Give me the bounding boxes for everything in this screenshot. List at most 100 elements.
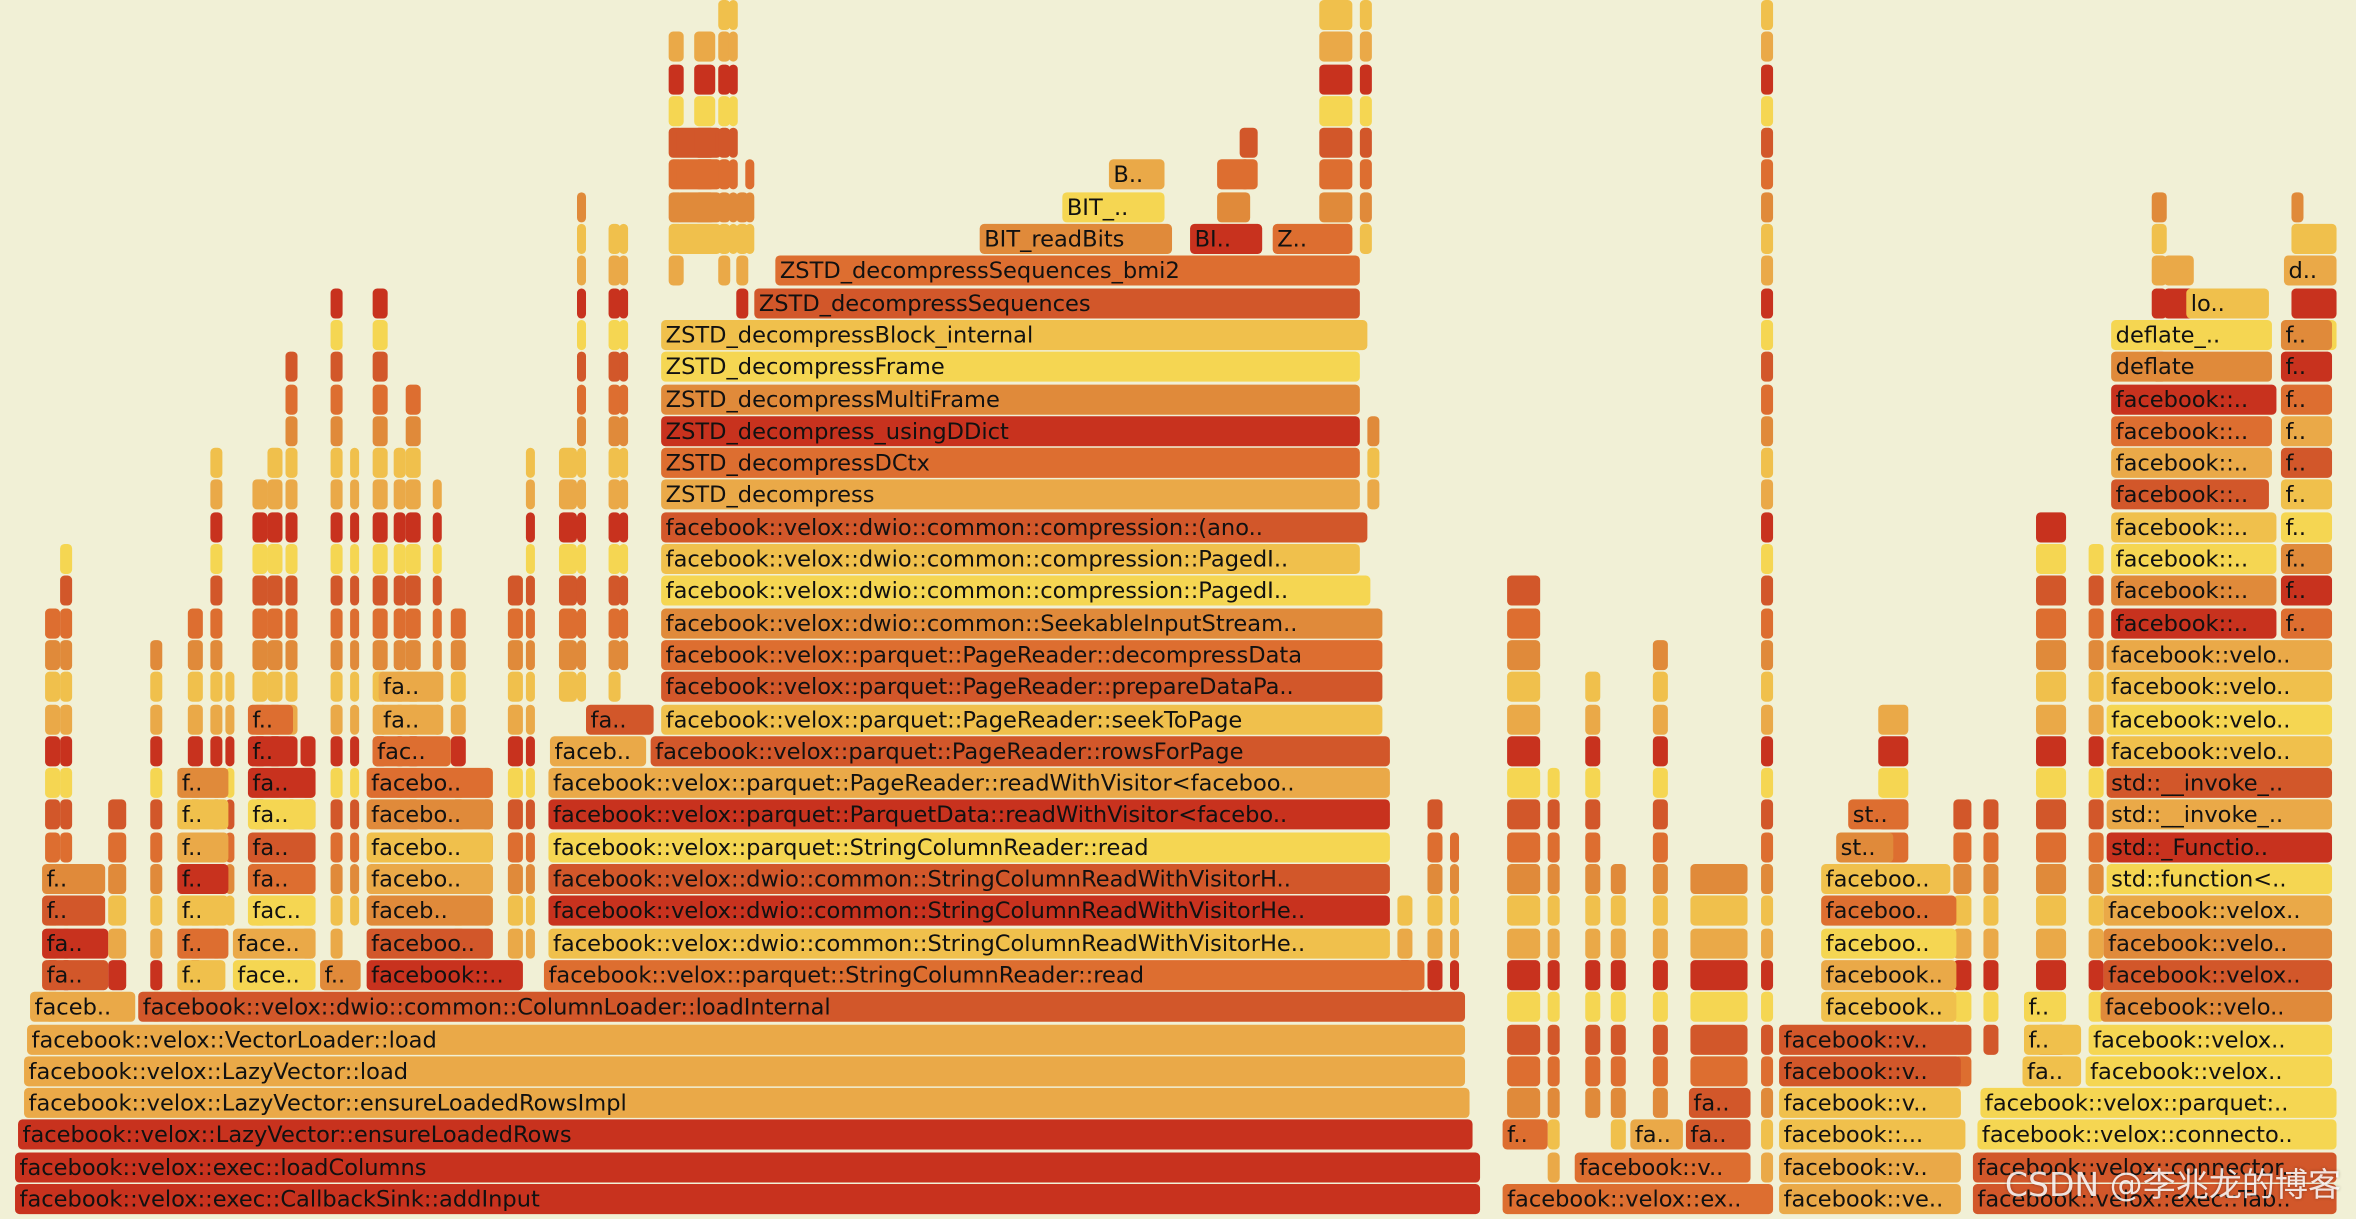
frame-block: [608, 223, 621, 254]
frame-block: [507, 607, 523, 638]
frame-block: [252, 575, 268, 606]
frame: facebook::velox::dwio::common::compressi…: [661, 543, 1360, 574]
frame-block: [576, 479, 587, 510]
frame-block: [608, 607, 621, 638]
frame-block: [558, 447, 577, 478]
frame-block: [330, 927, 343, 959]
frame: facebo..: [366, 799, 493, 831]
frame-block: [210, 671, 223, 702]
frame-block: [150, 831, 163, 863]
frame: f..: [2280, 383, 2333, 414]
frame: fa..: [247, 799, 316, 831]
frame: facebook::velox::exec::CallbackSink::add…: [15, 1184, 1481, 1215]
frame: BI..: [1190, 223, 1263, 254]
frame-block: [285, 543, 298, 574]
frame-block: [576, 575, 587, 606]
frame-block: [1547, 799, 1560, 831]
frame: st..: [1848, 799, 1909, 831]
frame: fa..: [378, 671, 444, 702]
frame-block: [2291, 191, 2304, 222]
frame-block: [2036, 607, 2067, 638]
frame-block: [330, 351, 343, 382]
frame-block: [2088, 927, 2104, 959]
frame-block: [1319, 31, 1353, 62]
frame-block: [1761, 511, 1774, 542]
frame-block: [372, 479, 388, 510]
frame-block: [718, 159, 731, 190]
frame-block: [225, 831, 235, 863]
frame: facebook::velo..: [2106, 703, 2333, 735]
frame-block: [285, 639, 298, 670]
frame-block: [1761, 351, 1774, 382]
frame-block: [1585, 703, 1601, 735]
frame-block: [45, 735, 61, 767]
frame-block: [1761, 319, 1774, 350]
frame-block: [694, 159, 716, 190]
frame-block: [525, 543, 535, 574]
frame-block: [1450, 831, 1460, 863]
frame-block: [2036, 831, 2067, 863]
frame-block: [187, 703, 203, 735]
frame-block: [1761, 959, 1774, 991]
frame-block: [300, 735, 316, 767]
frame: fa..: [2022, 1056, 2082, 1087]
frame-block: [608, 639, 621, 670]
frame: f..: [177, 863, 229, 895]
frame-block: [1761, 191, 1774, 222]
frame: f..: [42, 863, 106, 895]
frame: facebook::velox::LazyVector::ensureLoade…: [18, 1120, 1473, 1151]
frame-block: [619, 255, 629, 286]
frame-block: [2088, 735, 2104, 767]
frame: f..: [177, 895, 229, 927]
frame-block: [1450, 959, 1460, 991]
frame: f..: [2280, 607, 2333, 638]
frame-block: [576, 319, 587, 350]
frame-block: [60, 671, 73, 702]
frame-block: [1983, 799, 1999, 831]
frame-block: [372, 351, 388, 382]
frame-block: [1427, 927, 1443, 959]
frame-block: [1331, 0, 1347, 30]
frame-block: [45, 671, 61, 702]
frame-block: [150, 671, 163, 702]
frame-block: [2036, 799, 2067, 831]
frame: f..: [2280, 415, 2333, 446]
frame-block: [2151, 287, 2167, 318]
frame-block: [1450, 895, 1460, 927]
frame: facebook::velox::dwio::common::StringCol…: [548, 895, 1390, 927]
frame-block: [1585, 799, 1601, 831]
frame-block: [608, 255, 621, 286]
frame: facebook::velox::dwio::common::ColumnLoa…: [138, 991, 1466, 1023]
frame-block: [2151, 255, 2167, 286]
frame-block: [1585, 991, 1601, 1023]
frame-block: [1690, 863, 1748, 895]
frame-block: [1761, 63, 1774, 94]
frame-block: [372, 607, 388, 638]
frame: facebook::..: [2111, 383, 2277, 414]
frame-block: [576, 671, 587, 702]
frame-block: [1652, 1088, 1668, 1119]
frame: ZSTD_decompressSequences: [754, 287, 1360, 318]
frame-block: [619, 351, 629, 382]
frame-block: [1507, 575, 1541, 606]
frame-block: [576, 607, 587, 638]
frame: facebook::velox::parquet::StringColumnRe…: [543, 959, 1425, 991]
frame-block: [507, 735, 523, 767]
frame-block: [1427, 959, 1443, 991]
frame-block: [718, 255, 731, 286]
frame: deflate_..: [2111, 319, 2272, 350]
frame-block: [1507, 1088, 1541, 1119]
frame-block: [1652, 831, 1668, 863]
frame-block: [285, 383, 298, 414]
frame-block: [60, 767, 73, 799]
frame-block: [1319, 127, 1353, 158]
frame-block: [405, 639, 421, 670]
frame-block: [330, 671, 343, 702]
frame-block: [1367, 479, 1380, 510]
frame: facebook::velox..: [2103, 895, 2333, 927]
frame-block: [405, 479, 421, 510]
frame-block: [1359, 127, 1372, 158]
frame-block: [1585, 1024, 1601, 1055]
frame-block: [558, 639, 577, 670]
frame-block: [1652, 639, 1668, 670]
